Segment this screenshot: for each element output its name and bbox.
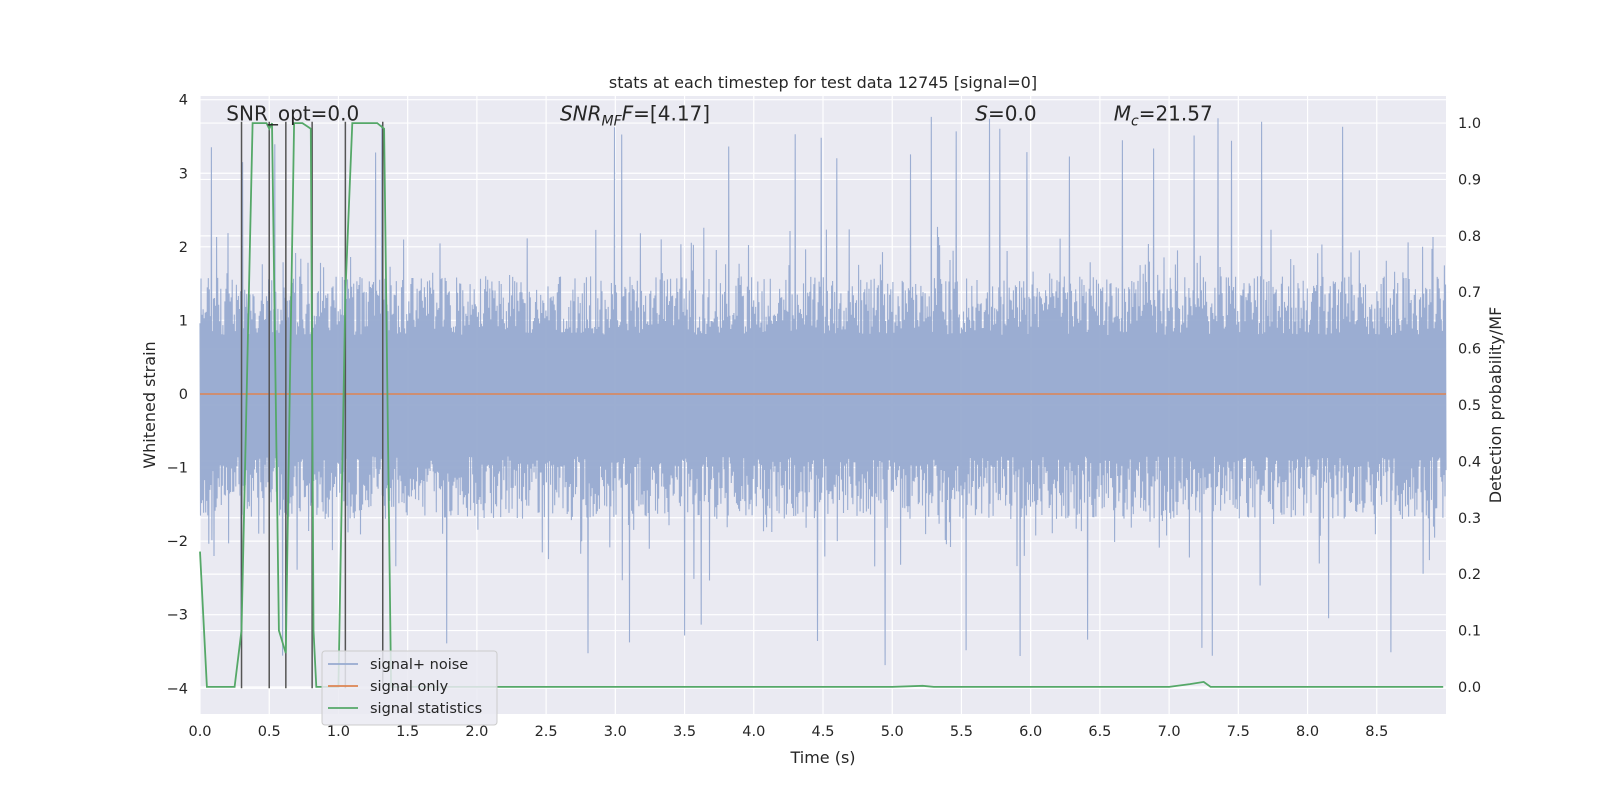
x-tick-label: 0.5 [258, 724, 281, 740]
y-left-tick-label: −3 [167, 608, 188, 624]
y-left-tick-label: −4 [167, 681, 188, 697]
x-tick-label: 1.0 [327, 724, 350, 740]
series-line-signal-noise [199, 116, 1447, 666]
y-right-tick-label: 0.8 [1458, 229, 1481, 245]
y-right-tick-label: 0.7 [1458, 285, 1481, 301]
x-tick-label: 6.5 [1088, 724, 1111, 740]
chart-title: stats at each timestep for test data 127… [609, 73, 1037, 92]
s-annotation: S=0.0 [975, 101, 1036, 125]
x-tick-label: 1.5 [396, 724, 419, 740]
x-tick-label: 3.0 [604, 724, 627, 740]
x-tick-label: 5.5 [950, 724, 973, 740]
y-left-tick-label: 4 [179, 93, 188, 109]
x-tick-label: 6.0 [1019, 724, 1042, 740]
x-tick-label: 4.0 [742, 724, 765, 740]
y-left-tick-label: 2 [179, 240, 188, 256]
y-right-tick-label: 0.0 [1458, 680, 1481, 696]
y-left-tick-label: 0 [179, 387, 188, 403]
y-right-tick-label: 0.9 [1458, 172, 1481, 188]
tick-labels: 0.0 0.5 1.0 1.5 2.0 2.5 3.0 3.5 4.0 4.5 5.0 5.5 6.0 6… [167, 93, 1481, 740]
x-tick-label: 5.0 [881, 724, 904, 740]
annotations: SNR_opt=0.0 SNRMFF=[4.17] S=0.0 Mc=21.57 [226, 101, 1212, 129]
y-right-tick-label: 0.6 [1458, 342, 1481, 358]
mc-annotation: Mc=21.57 [1114, 101, 1213, 129]
x-tick-label: 3.5 [673, 724, 696, 740]
legend-label-signal-only: signal only [370, 679, 449, 695]
legend-label-signal-noise: signal+ noise [370, 657, 468, 673]
legend-label-signal-statistics: signal statistics [370, 701, 482, 717]
y-right-tick-label: 0.1 [1458, 624, 1481, 640]
snr-opt-annotation: SNR_opt=0.0 [226, 101, 359, 125]
y-left-tick-label: 3 [179, 166, 188, 182]
x-axis-label: Time (s) [789, 748, 855, 767]
y-right-tick-label: 0.3 [1458, 511, 1481, 527]
y-right-tick-label: 1.0 [1458, 116, 1481, 132]
signal-statistics-series [199, 122, 1444, 688]
signal-noise-series [199, 116, 1447, 666]
x-tick-label: 0.0 [188, 724, 211, 740]
x-tick-label: 2.0 [465, 724, 488, 740]
legend-box [321, 650, 498, 726]
x-tick-label: 4.5 [811, 724, 834, 740]
y-right-tick-label: 0.5 [1458, 398, 1481, 414]
x-tick-label: 7.5 [1227, 724, 1250, 740]
y-axis-label-left: Whitened strain [140, 341, 159, 468]
y-left-tick-label: 1 [179, 313, 188, 329]
y-left-tick-label: −1 [167, 461, 188, 477]
series-line-signal-statistics [199, 122, 1444, 688]
y-axis-label-right: Detection probability/MF [1486, 307, 1505, 504]
x-tick-label: 8.0 [1296, 724, 1319, 740]
y-right-tick-label: 0.4 [1458, 454, 1481, 470]
snr-mf-annotation: SNRMFF=[4.17] [560, 101, 710, 129]
y-right-tick-label: 0.2 [1458, 567, 1481, 583]
legend: signal+ noise signal only signal statist… [321, 650, 498, 726]
x-tick-label: 8.5 [1365, 724, 1388, 740]
x-tick-label: 7.0 [1158, 724, 1181, 740]
x-tick-label: 2.5 [535, 724, 558, 740]
y-left-tick-label: −2 [167, 534, 188, 550]
